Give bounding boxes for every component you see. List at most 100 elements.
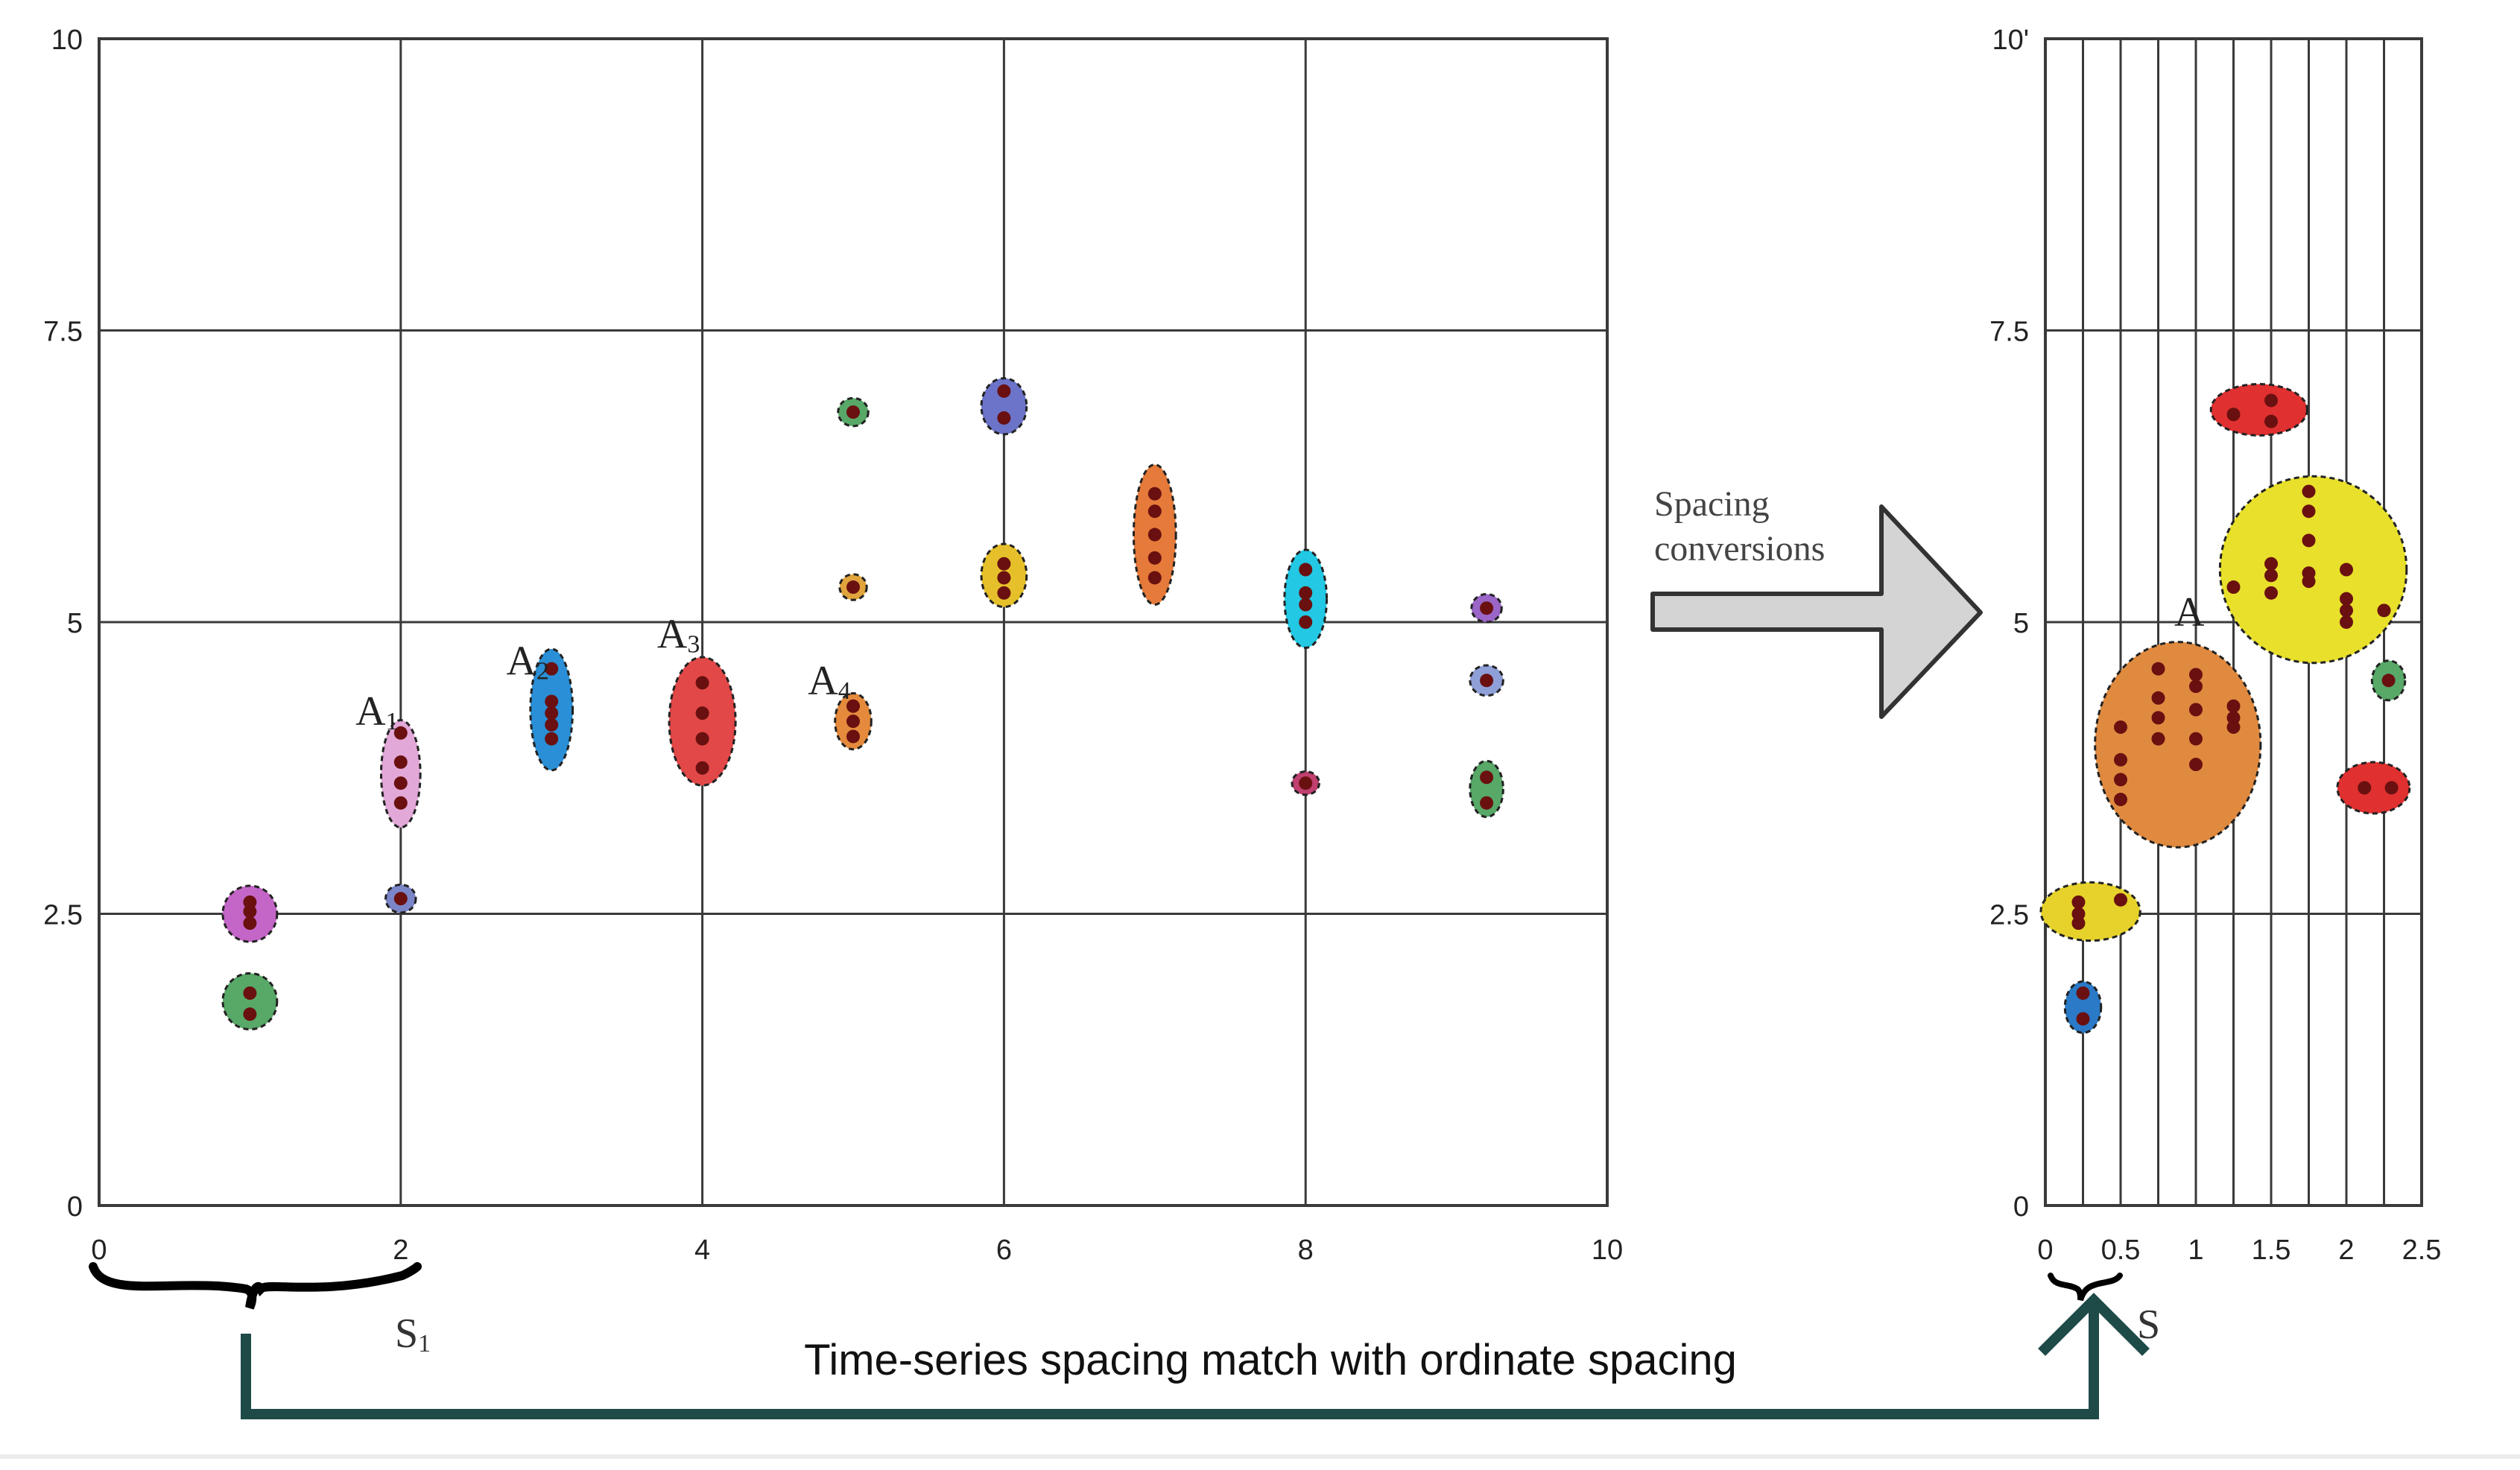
left-data-point [393,726,408,740]
connector-line [241,1305,2099,1419]
left-data-point [243,905,257,919]
left-data-point [695,706,709,720]
left-data-point [695,732,709,746]
left-data-point [1299,776,1313,791]
arrow-right-icon [1650,504,1983,719]
right-data-point [2071,907,2086,921]
right-data-point [2302,574,2316,589]
right-data-point [2377,603,2391,618]
right-y-tick-label: 5 [2013,608,2029,639]
left-data-point [1147,487,1162,501]
left-data-point [243,916,257,931]
right-data-point [2302,533,2316,548]
left-data-point [545,717,559,732]
right-x-tick-label: 0.5 [2101,1235,2141,1266]
left-series-labels: A1 A2 A3 A4 [355,611,851,735]
left-data-point [1147,571,1162,585]
right-data-point [2264,393,2278,408]
right-data-point [2381,674,2396,688]
left-data-point [1480,796,1494,810]
left-data-point [997,571,1011,585]
right-cluster-ellipse [2336,761,2411,815]
series-label-a2: A2 [506,638,548,685]
left-data-point [846,715,860,729]
left-data-point [846,699,860,713]
right-cluster-ellipse [2039,881,2141,942]
right-cluster-ellipse [2063,980,2103,1034]
arrow-label-conversions: conversions [1654,529,1825,568]
left-data-point [243,986,257,1000]
right-data-point [2226,699,2241,713]
right-data-point [2264,586,2278,600]
right-data-point [2340,563,2353,577]
left-data-point [1147,504,1162,519]
right-data-point [2151,662,2165,676]
left-y-tick-label: 5 [67,608,83,639]
right-data-point [2189,732,2203,746]
left-grid [98,37,1609,1207]
right-data-point [2076,986,2090,1000]
right-y-tick-label: 0 [2013,1191,2029,1223]
left-data-point [1299,615,1313,629]
series-label-a1: A1 [355,688,398,735]
left-cluster-ellipse [221,972,279,1031]
spacing-conversions-arrow: Spacing conversions [1650,484,1983,719]
left-data-point [1299,563,1313,577]
left-data-point [997,557,1011,571]
left-data-point [846,580,860,595]
left-cluster-ellipse [1469,759,1504,819]
right-data-point [2226,408,2241,422]
connector-arrow: Time-series spacing match with ordinate … [241,1293,2150,1419]
right-cluster-ellipse [2209,383,2308,437]
right-data-point [2114,773,2127,787]
left-data-point [393,796,408,810]
left-data-point [997,384,1011,398]
left-clusters [221,377,1504,1031]
series-label-a4: A4 [808,658,850,705]
right-y-tick-label: 10' [1992,25,2029,56]
left-data-point [997,411,1011,425]
right-data-point [2226,720,2241,734]
left-data-point [1299,586,1313,600]
caption: Time-series spacing match with ordinate … [804,1336,1737,1384]
small-curly-brace-icon [2048,1273,2123,1302]
bottom-divider [0,1454,2520,1459]
right-data-point [2071,916,2086,931]
right-x-tick-label: 0 [2037,1235,2053,1266]
left-y-tick-label: 7.5 [43,317,83,348]
right-y-tick-label: 2.5 [1989,900,2029,931]
left-data-point [695,761,709,775]
arrow-label-spacing: Spacing [1654,484,1770,524]
arrow-up-icon [2038,1293,2150,1356]
left-data-point [1480,770,1494,785]
left-data-point [1147,551,1162,565]
right-data-point [2151,691,2165,705]
right-data-point [2151,732,2165,746]
left-cluster-ellipse [668,656,737,787]
right-data-point [2340,603,2353,618]
left-data-point [1299,598,1313,612]
left-data-point [1480,601,1494,615]
right-data-point [2114,793,2127,807]
left-data-point [243,1007,257,1021]
right-data-point [2358,781,2372,795]
right-data-point [2226,580,2241,595]
left-x-tick-labels: 0 2 4 6 8 10 [91,1235,1623,1266]
right-data-point [2264,568,2278,583]
left-x-tick-label: 8 [1298,1235,1314,1266]
right-data-point [2189,668,2203,682]
left-data-point [393,755,408,769]
right-data-point [2071,895,2086,909]
left-spacing-brace: S1 [89,1262,431,1357]
right-data-point [2226,711,2241,725]
right-y-tick-label: 7.5 [1989,317,2029,348]
left-data-point [695,676,709,690]
left-data-point [1147,528,1162,542]
left-data-point [1480,674,1494,688]
right-scatter-chart: 0 2.5 5 7.5 10' 0 0.5 1 1.5 2 2.5 A [1989,25,2441,1266]
right-data-point [2302,504,2316,519]
left-y-tick-labels: 0 2.5 5 7.5 10 [43,25,83,1223]
right-data-point [2340,615,2353,629]
s1-label: S1 [395,1311,431,1357]
